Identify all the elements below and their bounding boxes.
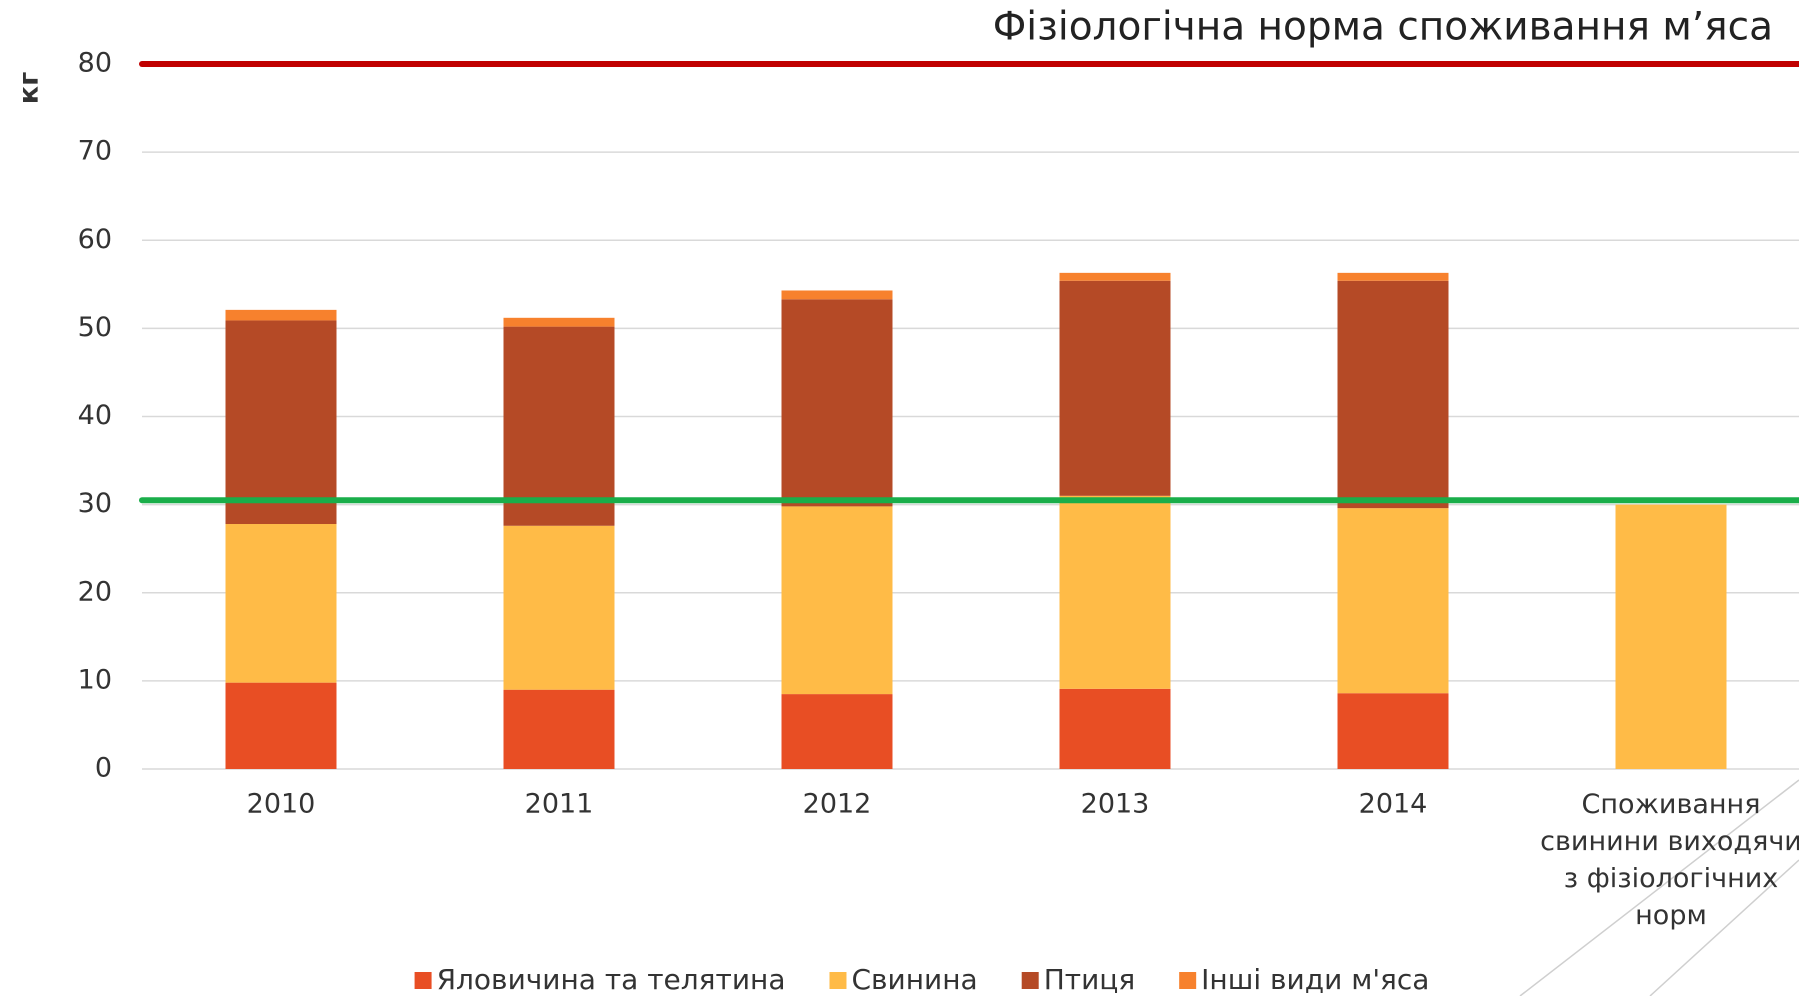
legend-label: Інші види м'яса	[1201, 963, 1429, 996]
legend-swatch	[829, 972, 847, 989]
bar-segment	[225, 524, 337, 683]
y-tick-label: 70	[78, 136, 112, 167]
legend-swatch	[1021, 972, 1039, 989]
legend-swatch	[1179, 972, 1197, 989]
bar-segment	[781, 290, 893, 300]
legend: Яловичина та телятина Свинина Птиця Інші ви…	[414, 963, 1429, 996]
bar-segment	[781, 299, 893, 507]
x-tick-label: 2012	[803, 789, 872, 820]
bar-segment	[503, 326, 615, 526]
bar-segment	[1337, 693, 1449, 769]
legend-swatch	[414, 972, 432, 989]
bar-segment	[225, 682, 337, 769]
bar-segment	[503, 317, 615, 327]
legend-label: Яловичина та телятина	[437, 963, 786, 996]
y-tick-label: 10	[78, 664, 112, 695]
bar-segment	[1337, 508, 1449, 694]
bar-segment	[1059, 272, 1171, 281]
x-tick-label: 2014	[1359, 789, 1428, 820]
bar-segment	[225, 309, 337, 321]
decor-line	[1649, 859, 1799, 996]
x-tick-label: 2011	[525, 789, 594, 820]
y-tick-label: 20	[78, 576, 112, 607]
y-tick-label: 30	[78, 488, 112, 519]
bar-segment	[1337, 280, 1449, 509]
y-tick-label: 40	[78, 400, 112, 431]
legend-label: Птиця	[1044, 963, 1135, 996]
x-tick-label: 2010	[247, 789, 316, 820]
bar-segment	[1059, 280, 1171, 496]
bar-segment	[1337, 272, 1449, 281]
chart-title: Фізіологічна норма споживання м’яса	[993, 5, 1773, 50]
y-tick-label: 50	[78, 312, 112, 343]
bar-segment	[1059, 688, 1171, 769]
legend-label: Свинина	[851, 963, 977, 996]
decor-line	[1519, 779, 1799, 996]
bar-segment	[225, 320, 337, 525]
bar-segment	[1059, 495, 1171, 689]
y-tick-label: 60	[78, 224, 112, 255]
bar-segment	[1615, 504, 1727, 769]
bar-segment	[781, 694, 893, 769]
x-tick-label: 2013	[1081, 789, 1150, 820]
bar-segment	[781, 506, 893, 695]
x-tick-label: Споживання свинини виходячи з фізіологічни…	[1540, 789, 1799, 931]
y-tick-label: 80	[78, 48, 112, 79]
y-axis-label: кг	[14, 72, 45, 104]
y-tick-label: 0	[95, 753, 112, 784]
bar-segment	[503, 689, 615, 769]
bar-segment	[503, 525, 615, 690]
